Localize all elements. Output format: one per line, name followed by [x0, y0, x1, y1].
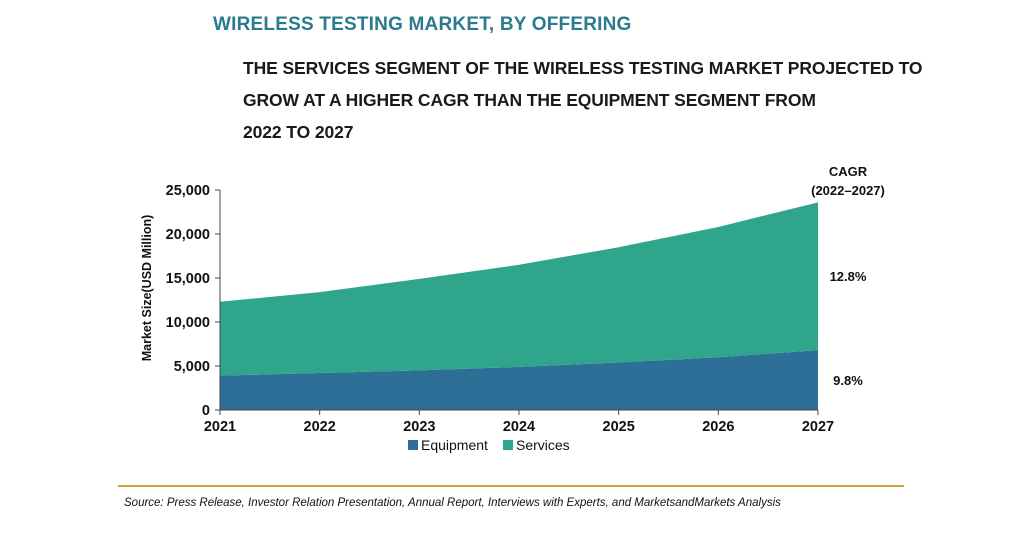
x-tick-label: 2025 [603, 419, 635, 435]
cagr-header-line: CAGR [829, 164, 868, 179]
legend-swatch-services [503, 440, 513, 450]
legend-swatch-equipment [408, 440, 418, 450]
y-tick-label: 25,000 [166, 183, 210, 199]
subtitle-line-3: 2022 TO 2027 [243, 122, 354, 142]
legend-label-equipment: Equipment [421, 437, 488, 453]
area-equipment [220, 350, 818, 410]
x-tick-label: 2022 [304, 419, 336, 435]
chart-title: WIRELESS TESTING MARKET, BY OFFERING [213, 14, 632, 35]
x-tick-label: 2027 [802, 419, 834, 435]
y-tick-label: 0 [202, 403, 210, 419]
x-tick-label: 2024 [503, 419, 535, 435]
subtitle-line-1: THE SERVICES SEGMENT OF THE WIRELESS TES… [243, 58, 923, 78]
source-note: Source: Press Release, Investor Relation… [124, 497, 781, 509]
y-tick-label: 10,000 [166, 315, 210, 331]
y-tick-label: 20,000 [166, 227, 210, 243]
cagr-value-services: 12.8% [830, 269, 867, 284]
cagr-header-line: (2022–2027) [811, 183, 885, 198]
y-axis-label: Market Size(USD Million) [140, 215, 154, 362]
legend-label-services: Services [516, 437, 570, 453]
y-tick-label: 5,000 [174, 359, 210, 375]
subtitle-line-2: GROW AT A HIGHER CAGR THAN THE EQUIPMENT… [243, 90, 816, 110]
y-tick-label: 15,000 [166, 271, 210, 287]
cagr-value-equipment: 9.8% [833, 373, 863, 388]
x-tick-label: 2023 [403, 419, 435, 435]
area-services [220, 202, 818, 376]
x-tick-label: 2026 [702, 419, 734, 435]
x-tick-label: 2021 [204, 419, 236, 435]
footer-rule [118, 485, 904, 487]
chart-subtitle: THE SERVICES SEGMENT OF THE WIRELESS TES… [243, 52, 923, 148]
